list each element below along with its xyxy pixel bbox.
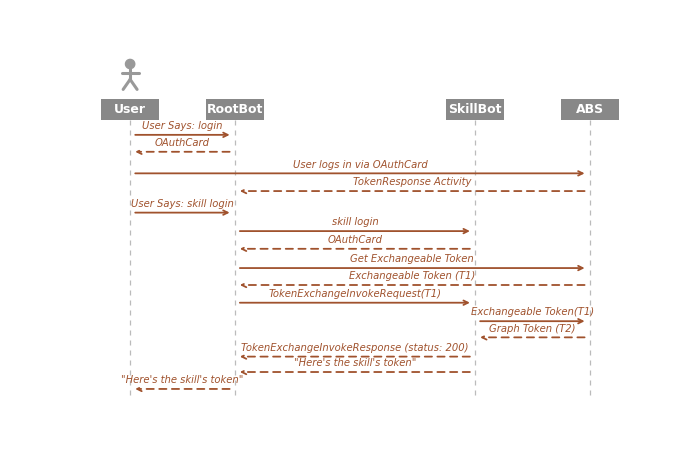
Bar xyxy=(446,99,504,120)
Text: skill login: skill login xyxy=(332,217,378,227)
Text: TokenExchangeInvokeResponse (status: 200): TokenExchangeInvokeResponse (status: 200… xyxy=(241,343,468,353)
Bar xyxy=(206,99,264,120)
Text: Exchangeable Token(T1): Exchangeable Token(T1) xyxy=(471,307,594,317)
Bar xyxy=(561,99,619,120)
Text: Exchangeable Token (T1): Exchangeable Token (T1) xyxy=(349,271,475,281)
Text: TokenExchangeInvokeRequest(T1): TokenExchangeInvokeRequest(T1) xyxy=(268,289,442,299)
Text: RootBot: RootBot xyxy=(206,103,263,116)
Text: TokenResponse Activity: TokenResponse Activity xyxy=(353,177,471,187)
Text: OAuthCard: OAuthCard xyxy=(328,235,382,245)
Bar xyxy=(101,99,159,120)
Text: User Says: skill login: User Says: skill login xyxy=(131,199,234,209)
Text: "Here's the skill's token": "Here's the skill's token" xyxy=(294,358,416,368)
Circle shape xyxy=(125,59,135,69)
Text: Graph Token (T2): Graph Token (T2) xyxy=(489,324,575,333)
Text: User Says: login: User Says: login xyxy=(142,121,223,131)
Text: User: User xyxy=(114,103,146,116)
Text: SkillBot: SkillBot xyxy=(448,103,502,116)
Text: User logs in via OAuthCard: User logs in via OAuthCard xyxy=(293,159,427,170)
Text: OAuthCard: OAuthCard xyxy=(155,138,210,148)
Text: ABS: ABS xyxy=(575,103,604,116)
Text: Get Exchangeable Token: Get Exchangeable Token xyxy=(351,254,474,264)
Text: "Here's the skill's token": "Here's the skill's token" xyxy=(121,375,244,385)
